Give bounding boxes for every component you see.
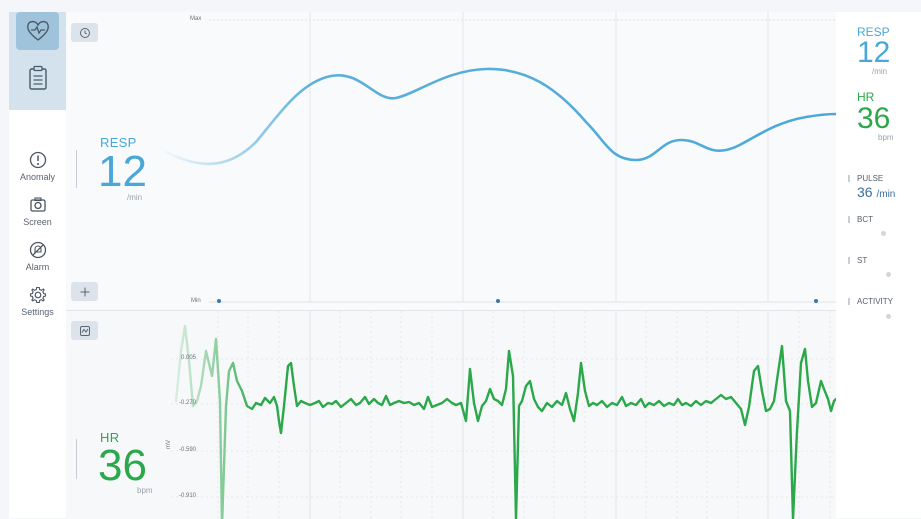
resp-label: RESP — [100, 135, 137, 150]
param-pulse-value: 36 — [857, 184, 873, 200]
resp-axis-max: Max — [190, 16, 202, 22]
sidebar-item-label: Anomaly — [19, 172, 55, 182]
param-hr-label: HR — [857, 90, 875, 104]
alarm-off-icon — [29, 241, 46, 259]
waveform-settings-button[interactable] — [71, 321, 98, 340]
sidebar-top-section — [9, 12, 66, 110]
param-pulse[interactable]: PULSE — [848, 174, 883, 183]
parameter-panel: RESP 12 /min HR 36 bpm PULSE 36 /min BCT… — [836, 12, 921, 518]
param-hr-unit: bpm — [878, 133, 894, 142]
sidebar-item-anomaly[interactable]: Anomaly — [9, 150, 66, 182]
st-indicator — [848, 257, 850, 264]
add-waveform-button[interactable] — [71, 282, 98, 301]
param-activity[interactable]: ACTIVITY — [848, 297, 893, 306]
param-resp-value: 12 — [857, 36, 891, 69]
sidebar-item-screen[interactable]: Screen — [9, 195, 66, 227]
pulse-indicator — [848, 175, 850, 182]
param-resp-unit: /min — [872, 67, 888, 76]
ecg-tick-3: -0.910 — [179, 493, 197, 499]
param-activity-label: ACTIVITY — [857, 297, 894, 306]
waveform-settings-icon — [79, 325, 90, 336]
ecg-waveform-line — [174, 324, 836, 519]
activity-status-dot — [886, 314, 891, 319]
sidebar-item-label: Alarm — [25, 262, 50, 272]
sidebar-item-label: Settings — [21, 307, 54, 317]
resp-unit: /min — [127, 193, 143, 202]
sidebar-item-label: Screen — [23, 217, 52, 227]
activity-indicator — [848, 298, 850, 305]
heart-monitor-icon — [26, 20, 49, 41]
resp-divider — [76, 150, 77, 188]
param-bct[interactable]: BCT — [848, 215, 873, 224]
param-hr-value: 36 — [857, 102, 891, 135]
param-st-label: ST — [857, 256, 868, 265]
bct-status-dot — [881, 231, 886, 236]
param-pulse-unit: /min — [876, 189, 896, 200]
clock-icon — [79, 27, 90, 38]
heart-monitor-button[interactable] — [16, 12, 59, 50]
gear-icon — [29, 286, 46, 304]
ecg-tick-1: -0.270 — [179, 400, 197, 406]
param-pulse-label: PULSE — [857, 174, 884, 183]
resp-value: 12 — [98, 147, 147, 196]
monitor-main: Max Min RESP 12 /min — [66, 12, 836, 519]
ecg-tick-0: 0.005 — [181, 355, 197, 361]
ecg-y-unit: mV — [166, 440, 172, 449]
plus-icon — [80, 287, 89, 296]
bct-indicator — [848, 216, 850, 223]
hr-unit: bpm — [137, 486, 153, 495]
sidebar-item-settings[interactable]: Settings — [9, 285, 66, 317]
resp-panel: Max Min RESP 12 /min — [66, 12, 836, 309]
sidebar-item-alarm[interactable]: Alarm — [9, 240, 66, 272]
st-status-dot — [886, 272, 891, 277]
hr-value: 36 — [98, 441, 147, 490]
param-bct-label: BCT — [857, 215, 873, 224]
param-pulse-value-row: 36 /min — [857, 184, 895, 200]
hr-label: HR — [100, 430, 120, 445]
resp-axis-min: Min — [191, 298, 201, 304]
resp-waveform-line — [164, 67, 836, 166]
camera-icon — [29, 197, 46, 212]
sidebar: Anomaly Screen Alarm Settings — [9, 12, 66, 518]
param-st[interactable]: ST — [848, 256, 867, 265]
ecg-tick-2: -0.590 — [179, 447, 197, 453]
time-scale-button[interactable] — [71, 23, 98, 42]
hr-divider — [76, 439, 77, 479]
hr-panel: 0.005 -0.270 -0.590 -0.910 mV HR 36 bpm — [66, 310, 836, 519]
ecg-waveform-chart — [171, 311, 836, 519]
clipboard-button[interactable] — [16, 59, 59, 97]
resp-waveform-chart — [164, 12, 836, 303]
alert-circle-icon — [29, 151, 46, 169]
param-resp-label: RESP — [857, 25, 890, 39]
clipboard-icon — [28, 65, 47, 90]
